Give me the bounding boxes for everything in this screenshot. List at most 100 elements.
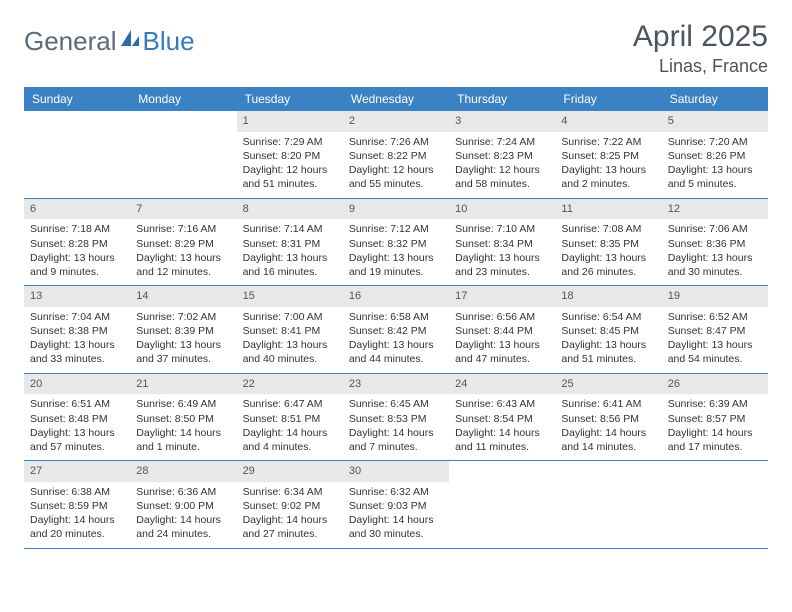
sunset-line: Sunset: 9:02 PM [243,499,337,513]
daylight-line: Daylight: 12 hours and 58 minutes. [455,163,549,191]
empty-cell [24,111,130,199]
daylight-line: Daylight: 14 hours and 4 minutes. [243,426,337,454]
sunset-line: Sunset: 8:44 PM [455,324,549,338]
day-cell-16: 16Sunrise: 6:58 AMSunset: 8:42 PMDayligh… [343,286,449,374]
empty-cell [130,111,236,199]
day-number: 14 [130,286,236,307]
sunset-line: Sunset: 8:51 PM [243,412,337,426]
title-block: April 2025 Linas, France [633,20,768,77]
day-content: Sunrise: 7:29 AMSunset: 8:20 PMDaylight:… [237,132,343,198]
daylight-line: Daylight: 13 hours and 40 minutes. [243,338,337,366]
sunrise-line: Sunrise: 6:52 AM [668,310,762,324]
sunrise-line: Sunrise: 6:47 AM [243,397,337,411]
day-cell-10: 10Sunrise: 7:10 AMSunset: 8:34 PMDayligh… [449,199,555,287]
location-label: Linas, France [633,56,768,77]
sunset-line: Sunset: 8:59 PM [30,499,124,513]
sunrise-line: Sunrise: 6:49 AM [136,397,230,411]
daylight-line: Daylight: 13 hours and 54 minutes. [668,338,762,366]
day-number: 7 [130,199,236,220]
sunrise-line: Sunrise: 7:14 AM [243,222,337,236]
day-cell-25: 25Sunrise: 6:41 AMSunset: 8:56 PMDayligh… [555,374,661,462]
day-cell-22: 22 Sunrise: 6:47 AMSunset: 8:51 PMDayligh… [237,374,343,462]
sunrise-line: Sunrise: 6:41 AM [561,397,655,411]
sunrise-line: Sunrise: 7:08 AM [561,222,655,236]
day-content: Sunrise: 6:41 AMSunset: 8:56 PMDaylight:… [555,394,661,460]
calendar-body: 1Sunrise: 7:29 AMSunset: 8:20 PMDaylight… [24,111,768,549]
brand-logo: General Blue [24,26,195,57]
day-number: 22 [237,374,343,395]
day-content: Sunrise: 6:45 AMSunset: 8:53 PMDaylight:… [343,394,449,460]
daylight-line: Daylight: 13 hours and 2 minutes. [561,163,655,191]
day-cell-21: 21Sunrise: 6:49 AMSunset: 8:50 PMDayligh… [130,374,236,462]
day-content: Sunrise: 6:39 AMSunset: 8:57 PMDaylight:… [662,394,768,460]
day-content: Sunrise: 7:24 AMSunset: 8:23 PMDaylight:… [449,132,555,198]
day-number: 27 [24,461,130,482]
sunset-line: Sunset: 8:57 PM [668,412,762,426]
sunset-line: Sunset: 9:03 PM [349,499,443,513]
empty-cell [555,461,661,549]
daylight-line: Daylight: 13 hours and 47 minutes. [455,338,549,366]
day-number: 12 [662,199,768,220]
empty-cell [449,461,555,549]
day-header-sunday: Sunday [24,87,130,111]
day-cell-23: 23Sunrise: 6:45 AMSunset: 8:53 PMDayligh… [343,374,449,462]
day-content: Sunrise: 7:00 AMSunset: 8:41 PMDaylight:… [237,307,343,373]
day-content: Sunrise: 6:56 AMSunset: 8:44 PMDaylight:… [449,307,555,373]
sunrise-line: Sunrise: 7:16 AM [136,222,230,236]
day-cell-26: 26Sunrise: 6:39 AMSunset: 8:57 PMDayligh… [662,374,768,462]
day-number: 30 [343,461,449,482]
empty-cell [662,461,768,549]
sunset-line: Sunset: 8:53 PM [349,412,443,426]
day-cell-14: 14Sunrise: 7:02 AMSunset: 8:39 PMDayligh… [130,286,236,374]
day-cell-1: 1Sunrise: 7:29 AMSunset: 8:20 PMDaylight… [237,111,343,199]
header: General Blue April 2025 Linas, France [24,20,768,77]
daylight-line: Daylight: 13 hours and 30 minutes. [668,251,762,279]
daylight-line: Daylight: 13 hours and 16 minutes. [243,251,337,279]
day-content: Sunrise: 7:12 AMSunset: 8:32 PMDaylight:… [343,219,449,285]
sunset-line: Sunset: 8:39 PM [136,324,230,338]
day-number: 8 [237,199,343,220]
day-cell-29: 29Sunrise: 6:34 AMSunset: 9:02 PMDayligh… [237,461,343,549]
calendar: SundayMondayTuesdayWednesdayThursdayFrid… [24,87,768,549]
day-content: Sunrise: 7:22 AMSunset: 8:25 PMDaylight:… [555,132,661,198]
sunset-line: Sunset: 8:38 PM [30,324,124,338]
daylight-line: Daylight: 14 hours and 7 minutes. [349,426,443,454]
daylight-line: Daylight: 14 hours and 20 minutes. [30,513,124,541]
day-number: 4 [555,111,661,132]
day-content: Sunrise: 7:26 AMSunset: 8:22 PMDaylight:… [343,132,449,198]
daylight-line: Daylight: 13 hours and 44 minutes. [349,338,443,366]
daylight-line: Daylight: 13 hours and 26 minutes. [561,251,655,279]
sail-icon [119,26,141,57]
sunrise-line: Sunrise: 7:20 AM [668,135,762,149]
day-number: 21 [130,374,236,395]
daylight-line: Daylight: 13 hours and 12 minutes. [136,251,230,279]
sunrise-line: Sunrise: 7:29 AM [243,135,337,149]
sunset-line: Sunset: 8:45 PM [561,324,655,338]
day-content: Sunrise: 6:54 AMSunset: 8:45 PMDaylight:… [555,307,661,373]
day-content: Sunrise: 6:38 AMSunset: 8:59 PMDaylight:… [24,482,130,548]
sunset-line: Sunset: 8:41 PM [243,324,337,338]
sunset-line: Sunset: 8:35 PM [561,237,655,251]
daylight-line: Daylight: 14 hours and 11 minutes. [455,426,549,454]
day-number: 11 [555,199,661,220]
sunrise-line: Sunrise: 7:04 AM [30,310,124,324]
day-cell-30: 30Sunrise: 6:32 AMSunset: 9:03 PMDayligh… [343,461,449,549]
sunrise-line: Sunrise: 7:06 AM [668,222,762,236]
day-number: 10 [449,199,555,220]
sunset-line: Sunset: 8:34 PM [455,237,549,251]
day-number: 18 [555,286,661,307]
sunset-line: Sunset: 8:22 PM [349,149,443,163]
day-header-wednesday: Wednesday [343,87,449,111]
day-content: Sunrise: 7:20 AMSunset: 8:26 PMDaylight:… [662,132,768,198]
day-number: 19 [662,286,768,307]
day-content: Sunrise: 7:14 AMSunset: 8:31 PMDaylight:… [237,219,343,285]
day-cell-28: 28Sunrise: 6:36 AMSunset: 9:00 PMDayligh… [130,461,236,549]
daylight-line: Daylight: 14 hours and 30 minutes. [349,513,443,541]
day-number: 13 [24,286,130,307]
daylight-line: Daylight: 14 hours and 27 minutes. [243,513,337,541]
day-content: Sunrise: 7:16 AMSunset: 8:29 PMDaylight:… [130,219,236,285]
day-content: Sunrise: 6:34 AMSunset: 9:02 PMDaylight:… [237,482,343,548]
day-cell-12: 12Sunrise: 7:06 AMSunset: 8:36 PMDayligh… [662,199,768,287]
day-number: 28 [130,461,236,482]
daylight-line: Daylight: 13 hours and 23 minutes. [455,251,549,279]
